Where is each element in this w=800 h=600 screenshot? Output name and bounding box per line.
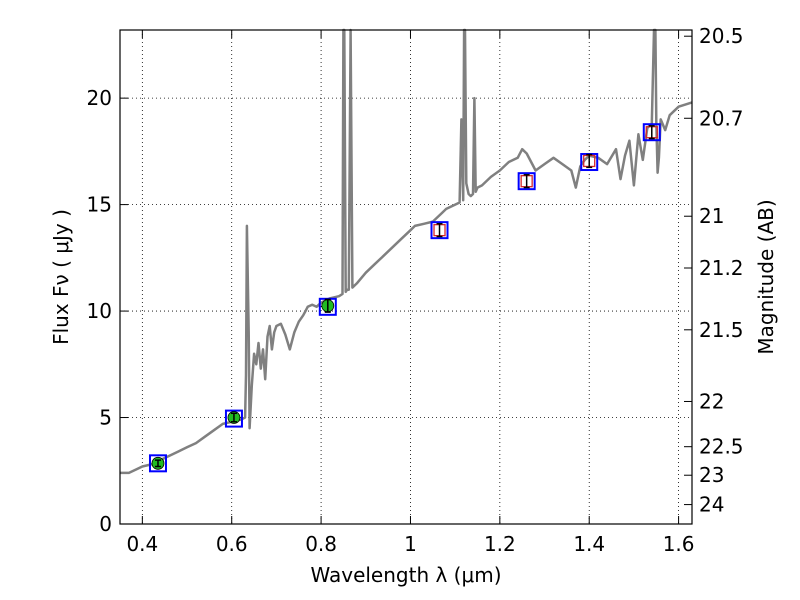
mag-tick-label: 22.5	[699, 435, 744, 459]
mag-tick-label: 21.2	[699, 256, 744, 280]
mag-tick-label: 20.5	[699, 24, 744, 48]
plot-frame	[119, 29, 693, 525]
x-tick-label: 1	[404, 532, 417, 556]
y-tick-label: 10	[87, 299, 112, 323]
x-tick-label: 1.2	[484, 532, 516, 556]
model-flux-box	[148, 454, 167, 473]
mag-tick-label: 22	[699, 389, 724, 413]
x-tick-label: 0.8	[305, 532, 337, 556]
x-tick-label: 0.4	[126, 532, 158, 556]
model-flux-box	[517, 172, 536, 191]
x-tick-label: 0.6	[216, 532, 248, 556]
mag-tick-label: 20.7	[699, 106, 744, 130]
mag-tick-label: 21	[699, 204, 724, 228]
mag-tick-label: 21.5	[699, 318, 744, 342]
mag-tick-label: 24	[699, 493, 724, 517]
axis-ticks: 0.4 0.6 0.8 1 1.2 1.4 1.6 0 5 10 15 20 20.5 20.7 21 21.…	[87, 24, 744, 556]
mag-tick-label: 23	[699, 463, 724, 487]
model-spectrum-layer	[120, 28, 693, 475]
y-tick-label: 15	[87, 193, 112, 217]
y-axis-label: Flux Fν ( μJy )	[49, 209, 73, 345]
model-spectrum-line	[120, 28, 693, 475]
grid	[120, 30, 692, 525]
magnitude-axis-label: Magnitude (AB)	[754, 199, 778, 354]
y-tick-label: 20	[87, 86, 112, 110]
x-tick-label: 1.4	[573, 532, 605, 556]
model-flux-box	[642, 123, 661, 142]
y-tick-label: 5	[99, 406, 112, 430]
y-tick-label: 0	[99, 512, 112, 536]
model-flux-box	[430, 221, 449, 240]
x-tick-label: 1.6	[663, 532, 695, 556]
photometry-layer	[148, 123, 661, 473]
x-axis-label: Wavelength λ (μm)	[310, 563, 501, 587]
model-flux-box	[224, 409, 243, 428]
